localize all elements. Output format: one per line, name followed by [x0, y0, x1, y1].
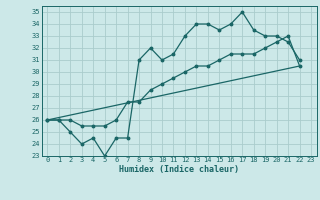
- X-axis label: Humidex (Indice chaleur): Humidex (Indice chaleur): [119, 165, 239, 174]
